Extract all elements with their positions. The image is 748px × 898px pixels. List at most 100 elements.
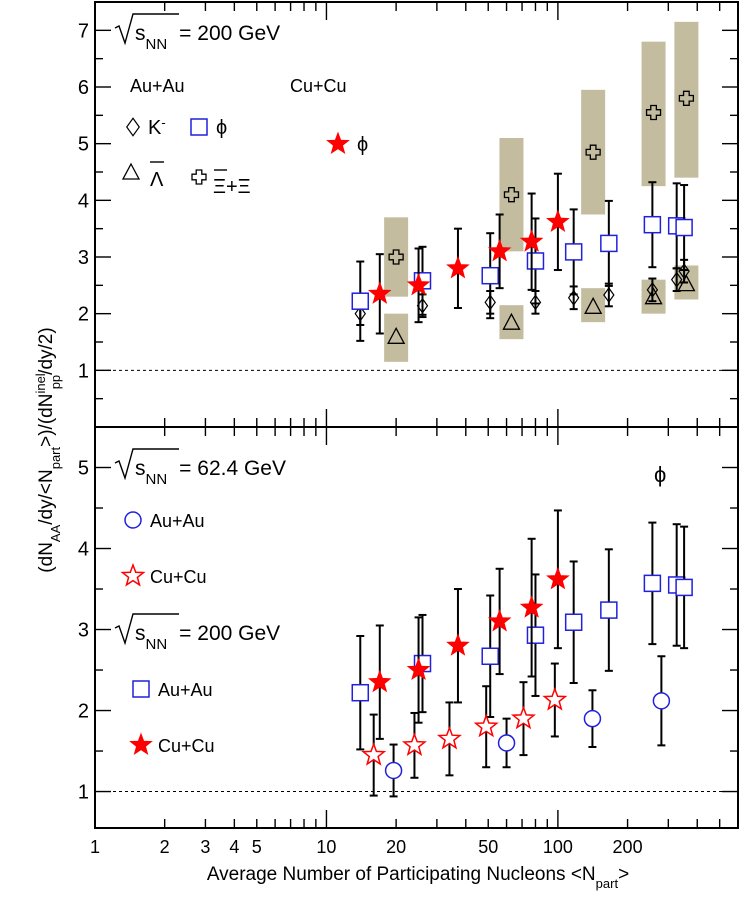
panel-top: 1 2 3 4 5 6 7 sNN = 200 GeV Au+Au Cu+Cu K-ϕ Λ Ξ+Ξ ϕ: [78, 1, 739, 428]
data-point: [643, 215, 662, 234]
marker-bg: [527, 252, 544, 269]
data-point: [526, 626, 545, 644]
marker-bg: [565, 243, 582, 260]
marker-bg: [527, 627, 544, 644]
top-series-4: [367, 172, 570, 335]
bottom-ytick-label: 2: [78, 701, 89, 723]
data-point: [367, 669, 392, 693]
legend-phi-cucu-label: ϕ: [357, 134, 368, 156]
panel-bottom: 1 2 3 4 5 sNN = 62.4 GeV sNN = 200 GeV ϕ Au+Au Cu+C…: [78, 426, 739, 829]
data-point: [584, 296, 603, 314]
legend-kminus-label: K-: [148, 115, 166, 140]
bottom-energy2-label: sNN = 200 GeV: [114, 613, 280, 653]
marker-bg: [644, 575, 661, 592]
legend-xi-marker: [191, 169, 207, 185]
data-point: [675, 578, 693, 597]
legend-label-3: Cu+Cu: [158, 736, 215, 756]
marker-bg: [600, 235, 617, 252]
data-point: [564, 243, 583, 261]
systematic-box: [499, 305, 524, 340]
legend-phi-auau-marker: [190, 118, 208, 136]
systematic-box: [581, 89, 606, 215]
marker-bg: [584, 710, 601, 727]
data-point: [567, 289, 580, 306]
top-energy-label: sNN = 200 GeV: [114, 13, 280, 53]
top-system-cucu: Cu+Cu: [290, 76, 347, 96]
data-point: [446, 633, 470, 656]
bottom-ytick-label: 4: [78, 539, 89, 561]
systematic-box: [384, 217, 409, 297]
marker-bg: [482, 267, 499, 284]
legend-marker-2: [132, 680, 150, 698]
data-point: [643, 574, 662, 593]
data-point: [644, 287, 663, 305]
marker-bg: [352, 684, 369, 701]
marker-bg: [565, 614, 582, 631]
legend-phi-cucu-marker: [326, 131, 350, 155]
systematic-box: [499, 138, 524, 252]
data-point: [678, 263, 690, 280]
x-tick-label: 50: [478, 837, 498, 857]
top-series-3: [351, 181, 693, 342]
data-point: [481, 647, 499, 666]
top-ytick-label: 7: [78, 20, 89, 42]
data-point: [564, 613, 583, 631]
legend-marker-1: [120, 562, 146, 587]
top-ytick-label: 5: [78, 134, 89, 156]
marker-bg: [475, 715, 497, 736]
marker-bg: [439, 727, 460, 748]
bottom-energy1-label: sNN = 62.4 GeV: [114, 448, 286, 488]
bottom-frame: [94, 426, 739, 829]
data-point: [406, 272, 431, 296]
data-point: [473, 713, 499, 738]
data-point: [546, 209, 570, 232]
top-system-auau: Au+Au: [130, 76, 185, 96]
data-point: [388, 249, 404, 265]
energy-label: sNN = 200 GeV: [135, 22, 280, 53]
data-point: [526, 252, 545, 270]
data-point: [600, 234, 618, 253]
x-tick-label: 2: [160, 837, 170, 857]
marker-bg: [676, 219, 693, 236]
sqrt-symbol: [114, 613, 179, 646]
sqrt-symbol: [114, 13, 179, 46]
systematic-box: [581, 288, 606, 323]
x-tick-label: 4: [229, 837, 239, 857]
marker-bg: [498, 734, 515, 751]
legend-phi-auau-label: ϕ: [216, 117, 227, 139]
marker-bg: [404, 734, 425, 755]
x-tick-label: 200: [613, 837, 643, 857]
bottom-ytick-label: 5: [78, 458, 89, 480]
y-axis-title: (dNAA/dy/<Npart>)/(dNinelpp/dy/2): [33, 327, 63, 572]
marker-bg: [385, 762, 402, 779]
data-point: [406, 657, 431, 681]
data-point: [652, 692, 671, 710]
data-point: [351, 683, 370, 702]
x-axis-title: Average Number of Participating Nucleons…: [207, 864, 629, 891]
marker-bg: [600, 602, 617, 619]
data-point: [487, 608, 512, 632]
bottom-ytick-label: 3: [78, 620, 89, 642]
top-ytick-label: 6: [78, 77, 89, 99]
energy-label: sNN = 62.4 GeV: [135, 457, 286, 488]
energy-label: sNN = 200 GeV: [135, 622, 280, 653]
data-point: [519, 229, 544, 252]
marker-bg: [363, 744, 385, 764]
top-ytick-label: 3: [78, 247, 89, 269]
legend-lambda-marker: [121, 162, 141, 180]
data-point: [600, 601, 618, 619]
data-point: [446, 255, 470, 279]
marker-bg: [644, 216, 661, 233]
marker-bg: [352, 293, 369, 310]
top-series-1: [384, 21, 699, 297]
marker-bg: [544, 689, 566, 709]
data-point: [361, 741, 387, 766]
top-ytick-label: 1: [78, 360, 89, 382]
data-point: [542, 686, 568, 711]
data-point: [603, 286, 615, 303]
top-ytick-label: 2: [78, 304, 89, 326]
legend-label-2: Au+Au: [158, 680, 213, 700]
data-point: [481, 266, 499, 285]
data-point: [646, 281, 659, 298]
data-point: [351, 292, 370, 310]
